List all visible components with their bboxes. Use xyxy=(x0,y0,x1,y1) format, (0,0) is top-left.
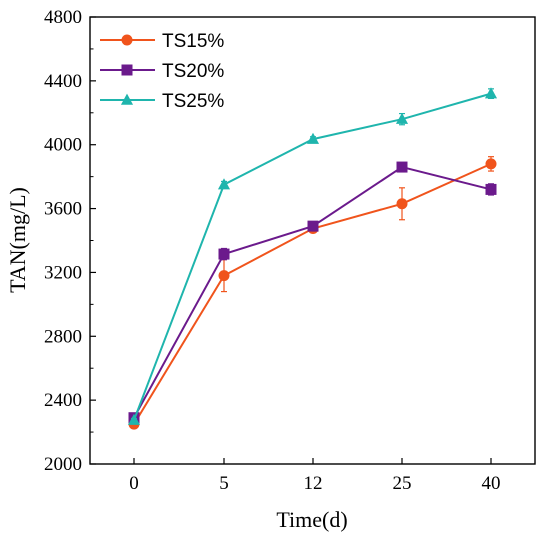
y-axis-title: TAN(mg/L) xyxy=(5,187,30,293)
data-point xyxy=(218,248,230,260)
legend-label: TS25% xyxy=(162,91,224,112)
series-line xyxy=(133,162,492,425)
y-tick-label: 2800 xyxy=(44,326,82,347)
data-point xyxy=(121,64,133,76)
y-tick-label: 4000 xyxy=(44,135,82,156)
y-tick-label: 2400 xyxy=(44,390,82,411)
series-ts15pct xyxy=(128,156,497,430)
x-tick-label: 40 xyxy=(482,473,501,494)
legend: TS15% TS20% TS25% xyxy=(100,31,224,112)
data-point xyxy=(484,87,498,99)
data-point xyxy=(120,93,134,105)
data-series xyxy=(127,87,498,430)
axes xyxy=(89,16,536,465)
y-tick-label: 2000 xyxy=(44,454,82,475)
legend-entry: TS15% xyxy=(100,31,224,52)
legend-entry: TS20% xyxy=(100,61,224,82)
series-ts25pct xyxy=(127,87,498,425)
x-tick-label: 12 xyxy=(304,473,323,494)
x-tick-label: 25 xyxy=(393,473,412,494)
data-point xyxy=(485,158,497,170)
x-tick-label: 5 xyxy=(219,473,229,494)
y-tick-label: 3600 xyxy=(44,199,82,220)
y-tick-label: 4800 xyxy=(44,7,82,28)
legend-label: TS15% xyxy=(162,31,224,52)
data-point xyxy=(218,270,230,282)
data-point xyxy=(396,198,408,210)
x-axis-title: Time(d) xyxy=(276,507,347,532)
legend-entry: TS25% xyxy=(100,91,224,112)
data-point xyxy=(307,220,319,232)
y-tick-label: 4400 xyxy=(44,71,82,92)
data-point xyxy=(485,183,497,195)
x-tick-label: 0 xyxy=(129,473,139,494)
data-point xyxy=(127,413,141,425)
plot-frame xyxy=(89,16,536,465)
data-point xyxy=(306,132,320,144)
series-line xyxy=(133,165,492,419)
data-point xyxy=(121,34,133,46)
y-tick-label: 3200 xyxy=(44,262,82,283)
data-point xyxy=(217,178,231,190)
tick-labels: 2000 2400 2800 3200 3600 4000 4400 4800 0 5 12 25 40 xyxy=(44,7,501,494)
legend-label: TS20% xyxy=(162,61,224,82)
data-point xyxy=(395,112,409,124)
tick-marks xyxy=(90,16,492,465)
data-point xyxy=(396,161,408,173)
